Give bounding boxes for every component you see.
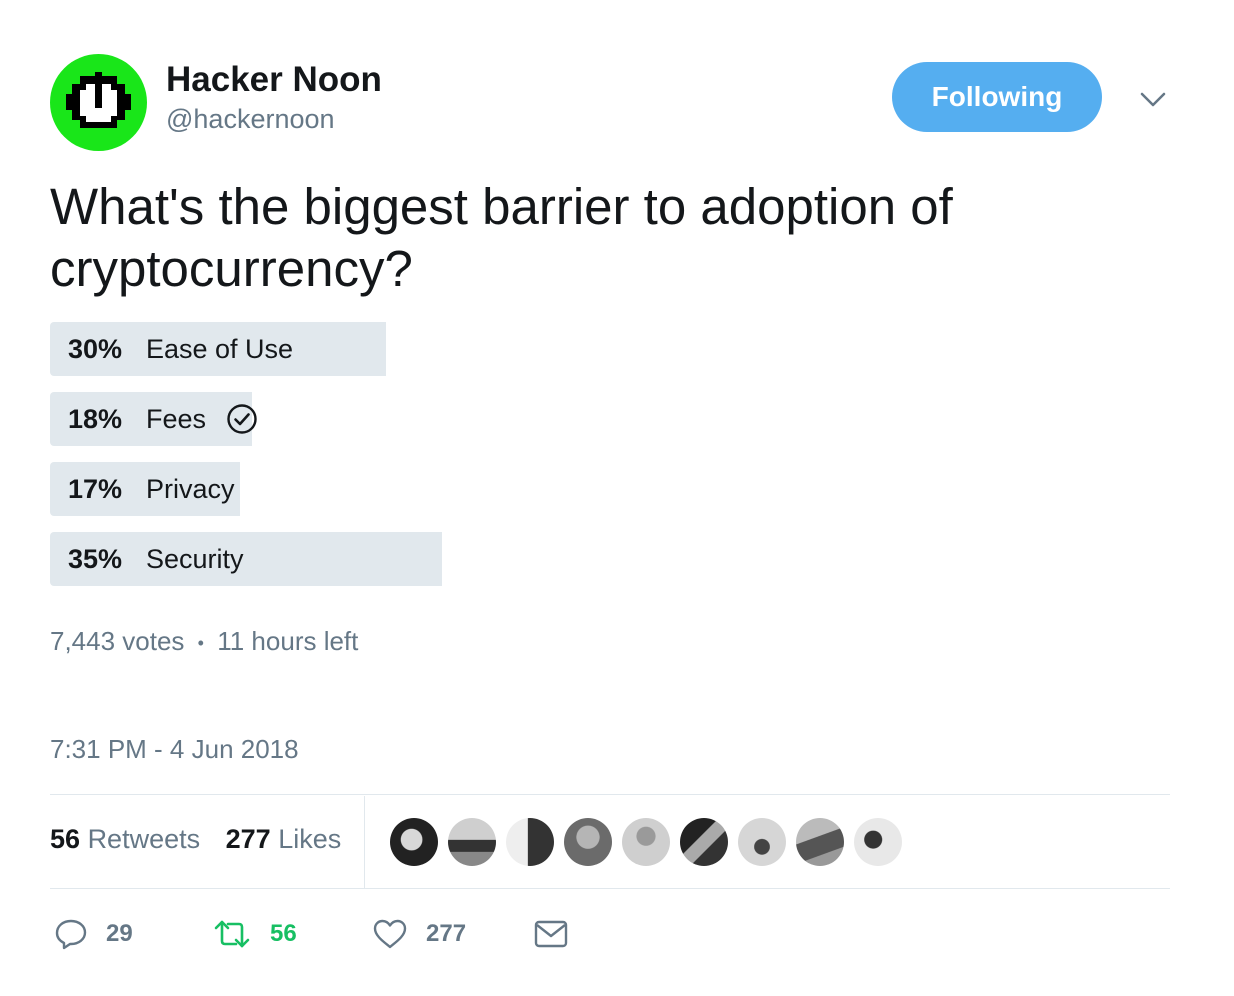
retweet-icon — [214, 920, 250, 948]
likes-stat[interactable]: 277 Likes — [225, 824, 342, 854]
poll-percent: 17% — [68, 473, 123, 504]
poll-option-text: 17% Privacy — [68, 462, 235, 516]
poll-bar — [50, 322, 386, 376]
time-left: 11 hours left — [217, 626, 359, 656]
reply-icon — [55, 919, 87, 950]
poll-label: Security — [146, 543, 244, 574]
poll-label: Privacy — [146, 473, 235, 504]
liker-avatar[interactable] — [448, 818, 496, 866]
envelope-icon — [534, 920, 568, 948]
like-count: 277 — [426, 920, 467, 947]
poll-option-text: 18% Fees — [68, 392, 258, 446]
heart-icon — [373, 919, 407, 949]
avatar[interactable] — [50, 54, 147, 151]
liker-avatar[interactable] — [390, 818, 438, 866]
tweet-text: What's the biggest barrier to adoption o… — [50, 178, 953, 297]
poll-option-text: 30% Ease of Use — [68, 322, 293, 376]
action-bar: 29 56 277 — [50, 912, 610, 956]
poll-label: Ease of Use — [146, 333, 294, 364]
poll-label: Fees — [146, 403, 207, 434]
reply-count: 29 — [106, 920, 133, 947]
chevron-down-icon[interactable] — [1138, 84, 1168, 114]
poll-bar — [50, 392, 252, 446]
divider — [50, 794, 1170, 795]
poll-option: 18% Fees — [50, 392, 1170, 446]
following-button[interactable]: Following — [892, 62, 1102, 132]
liker-avatar[interactable] — [738, 818, 786, 866]
poll-option: 17% Privacy — [50, 462, 1170, 516]
reply-button[interactable]: 29 — [54, 912, 133, 956]
tweet-stats: 56 Retweets 277 Likes — [50, 824, 341, 855]
tweet-timestamp[interactable]: 7:31 PM - 4 Jun 2018 — [50, 734, 299, 764]
retweet-count: 56 — [270, 920, 297, 947]
poll-option: 30% Ease of Use — [50, 322, 1170, 376]
poll-option: 35% Security — [50, 532, 1170, 586]
poll-percent: 35% — [68, 543, 123, 574]
liker-avatar[interactable] — [564, 818, 612, 866]
poll-percent: 30% — [68, 333, 123, 364]
check-circle-icon — [226, 403, 258, 435]
liker-avatar[interactable] — [796, 818, 844, 866]
retweet-button[interactable]: 56 — [212, 912, 297, 956]
vote-count: 7,443 votes — [50, 626, 185, 656]
liker-avatar[interactable] — [622, 818, 670, 866]
account-handle[interactable]: @hackernoon — [166, 104, 335, 134]
hacker-noon-logo — [50, 54, 147, 151]
liker-avatars — [390, 818, 912, 866]
divider — [50, 888, 1170, 889]
account-name[interactable]: Hacker Noon — [166, 60, 382, 99]
like-button[interactable]: 277 — [372, 912, 466, 956]
poll-percent: 18% — [68, 403, 123, 434]
poll-option-text: 35% Security — [68, 532, 244, 586]
liker-avatar[interactable] — [680, 818, 728, 866]
stats-divider — [364, 796, 365, 888]
retweets-stat[interactable]: 56 Retweets — [50, 824, 201, 854]
poll-bar — [50, 532, 442, 586]
poll-bar — [50, 462, 240, 516]
meta-separator: • — [197, 632, 204, 653]
liker-avatar[interactable] — [854, 818, 902, 866]
direct-message-button[interactable] — [534, 912, 586, 956]
poll-meta: 7,443 votes • 11 hours left — [50, 626, 358, 657]
liker-avatar[interactable] — [506, 818, 554, 866]
